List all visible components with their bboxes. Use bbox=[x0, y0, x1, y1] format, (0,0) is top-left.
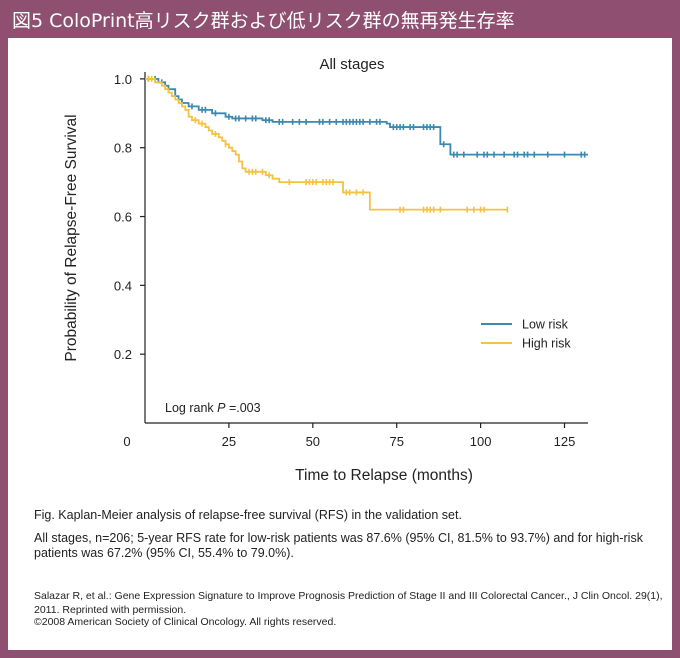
x-tick-label: 75 bbox=[389, 434, 403, 449]
log-rank-annotation: Log rank P =.003 bbox=[165, 401, 261, 415]
km-chart: All stages 0.2 0.4 0.6 0.8 1.0 0 25 50 75 100 125… bbox=[63, 56, 588, 484]
title-bar: 図5 ColoPrint高リスク群および低リスク群の無再発生存率 bbox=[0, 0, 680, 38]
legend-label: High risk bbox=[522, 337, 571, 351]
legend-label: Low risk bbox=[522, 318, 569, 332]
series-high-risk bbox=[145, 75, 509, 213]
x-tick-label: 50 bbox=[306, 434, 320, 449]
y-tick-label: 0.4 bbox=[114, 278, 132, 293]
figure-title: 図5 ColoPrint高リスク群および低リスク群の無再発生存率 bbox=[12, 10, 515, 32]
y-tick-label: 0.2 bbox=[114, 347, 132, 362]
figure-body bbox=[8, 38, 672, 650]
log-rank-value: =.003 bbox=[225, 401, 260, 415]
figure-caption: Fig. Kaplan-Meier analysis of relapse-fr… bbox=[34, 508, 462, 522]
series-group bbox=[145, 75, 588, 213]
series-low-risk bbox=[145, 75, 588, 158]
x-tick-label: 100 bbox=[470, 434, 492, 449]
log-rank-prefix: Log rank bbox=[165, 401, 217, 415]
y-ticks: 0.2 0.4 0.6 0.8 1.0 bbox=[114, 72, 145, 362]
x-axis-label: Time to Relapse (months) bbox=[295, 467, 473, 484]
y-tick-label: 0.8 bbox=[114, 141, 132, 156]
citation: Salazar R, et al.: Gene Expression Signa… bbox=[34, 590, 663, 616]
x-tick-label: 25 bbox=[222, 434, 236, 449]
chart-title: All stages bbox=[319, 56, 384, 73]
y-tick-label: 0.6 bbox=[114, 210, 132, 225]
x-tick-label: 125 bbox=[554, 434, 576, 449]
caption-body: All stages, n=206; 5-year RFS rate for l… bbox=[34, 531, 643, 560]
legend: Low risk High risk bbox=[481, 318, 571, 351]
y-tick-label: 1.0 bbox=[114, 72, 132, 87]
copyright: ©2008 American Society of Clinical Oncol… bbox=[34, 616, 337, 628]
km-curve bbox=[145, 77, 508, 211]
km-curve bbox=[145, 77, 588, 156]
y-axis-label: Probability of Relapse-Free Survival bbox=[63, 114, 80, 361]
log-rank-p: P bbox=[217, 401, 226, 415]
x-ticks: 0 25 50 75 100 125 bbox=[123, 423, 575, 449]
x-tick-label: 0 bbox=[123, 434, 130, 449]
